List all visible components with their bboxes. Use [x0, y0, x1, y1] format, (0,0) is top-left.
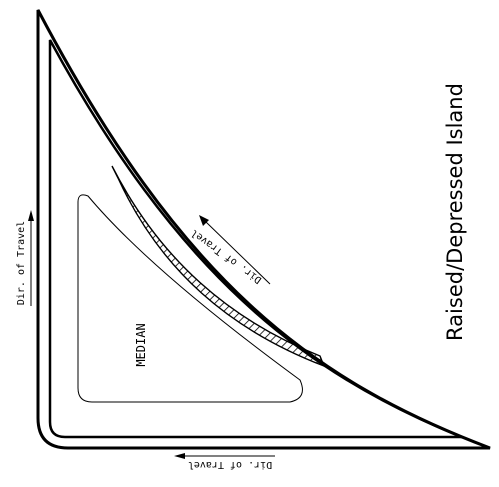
dir-of-travel-left-label: Dir. of Travel [16, 221, 27, 305]
island-outer-boundary [36, 9, 491, 450]
left-direction-arrow [28, 210, 34, 306]
diagonal-direction-arrow [199, 215, 271, 285]
hatched-edge-strip [111, 165, 326, 368]
diagram-title: Raised/Depressed Island [443, 83, 467, 341]
median-area [77, 194, 303, 403]
island-inner-boundary [48, 39, 463, 439]
bottom-direction-arrow [174, 453, 275, 459]
dir-of-travel-bottom-label: Dir. of Travel [188, 459, 272, 470]
median-label: MEDIAN [134, 323, 148, 366]
